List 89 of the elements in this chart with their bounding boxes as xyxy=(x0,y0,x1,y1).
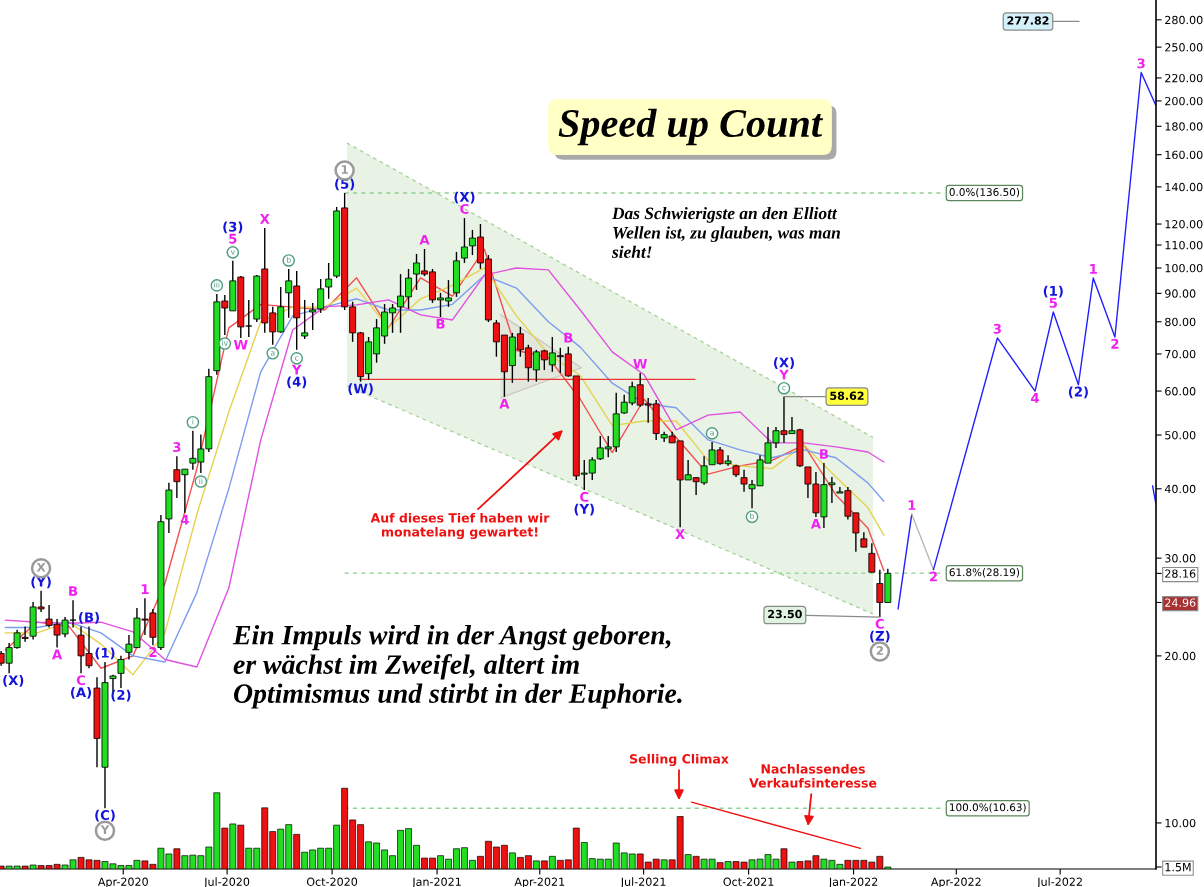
annotation: X xyxy=(259,214,270,224)
annotation: X xyxy=(675,529,685,539)
annotation: A xyxy=(499,398,510,409)
annotation: A xyxy=(52,649,63,660)
y-tick-label: 140.00 xyxy=(1165,182,1203,192)
text: Speed up Count xyxy=(558,108,824,146)
annotation: (2) xyxy=(1068,386,1088,399)
annotation: (W) xyxy=(348,383,373,396)
annotation: 1 xyxy=(908,500,916,510)
annotation: B xyxy=(69,586,78,596)
x-tick-label: Jul-2021 xyxy=(620,877,666,887)
annotation: A xyxy=(810,518,821,529)
annotation: (1) xyxy=(1043,285,1063,298)
annotation: (4) xyxy=(287,376,307,389)
annotation: B xyxy=(820,449,829,459)
annotation: (X) xyxy=(774,357,794,370)
annotation: Selling Climax xyxy=(630,753,729,767)
annotation: 1 xyxy=(1090,264,1097,274)
x-tick-label: Jul-2022 xyxy=(1036,877,1082,887)
y-tick-label: 80.00 xyxy=(1165,317,1196,327)
annotation: 2 xyxy=(1111,338,1119,349)
y-tick-label: 24.96 xyxy=(1165,598,1196,607)
annotation: 3 xyxy=(173,442,181,453)
annotation: (3) xyxy=(223,221,243,234)
annotation: 2 xyxy=(876,646,883,655)
annotation: (Y) xyxy=(574,503,594,516)
x-tick-label: Jan-2022 xyxy=(828,877,878,887)
y-tick-label: 20.00 xyxy=(1165,651,1196,661)
y-tick-label: 50.00 xyxy=(1165,431,1196,440)
annotation: Y xyxy=(779,369,789,380)
annotation: B xyxy=(564,332,573,343)
y-tick-label: 220.00 xyxy=(1165,73,1203,83)
y-tick-label: 280.00 xyxy=(1165,15,1203,25)
series-label: 61.8%(28.19) xyxy=(949,568,1020,578)
annotation: 2 xyxy=(929,571,937,582)
annotation: B xyxy=(436,319,445,329)
y-tick-label: 90.00 xyxy=(1165,289,1196,298)
annotation: W xyxy=(633,358,648,369)
annotation: Nachlassendes Verkaufsinteresse xyxy=(749,763,877,788)
y-tick-label: 180.00 xyxy=(1165,122,1203,131)
annotation: (Z) xyxy=(870,630,890,643)
x-tick-label: Jul-2020 xyxy=(203,877,250,887)
y-tick-label: 40.00 xyxy=(1164,484,1196,494)
x-tick-label: Oct-2021 xyxy=(723,877,774,886)
annotation: (X) xyxy=(3,674,24,687)
annotation: (C) xyxy=(95,809,115,822)
y-tick-label: 70.00 xyxy=(1165,349,1196,359)
annotation: Y xyxy=(100,825,110,834)
y-tick-label: 60.00 xyxy=(1165,387,1196,396)
y-tick-label: 120.00 xyxy=(1165,220,1203,229)
annotation: (A) xyxy=(71,686,92,699)
annotation: 1 xyxy=(141,584,149,594)
annotation: 58.62 xyxy=(830,391,864,400)
y-tick-label: 30.00 xyxy=(1165,554,1196,563)
annotation: 23.50 xyxy=(768,609,802,619)
annotation: C xyxy=(580,491,589,502)
annotation: Auf dieses Tief haben wir monatelang gewartet! xyxy=(370,512,550,540)
x-tick-label: Oct-2020 xyxy=(306,877,358,886)
y2-tick-label: 1.5M xyxy=(1165,863,1191,872)
annotation: C xyxy=(875,618,884,629)
annotation: (Y) xyxy=(31,576,51,589)
annotation: Das Schwierigste an den Elliott Wellen ist, zu glauben, was man sieht! xyxy=(611,207,840,259)
y-tick-label: 10.00 xyxy=(1165,818,1196,828)
annotation: C xyxy=(76,675,86,686)
annotation: (X) xyxy=(454,191,475,204)
annotation: Ein Impuls wird in der Angst geboren, er wächst im Zweifel, altert im Optimismus und stirbt in der Euphorie. xyxy=(232,625,682,709)
annotation: 4 xyxy=(1031,393,1040,403)
y-tick-label: 28.16 xyxy=(1165,569,1196,578)
y-tick-label: 100.00 xyxy=(1165,263,1203,273)
annotation: 1 xyxy=(341,165,348,174)
series-label: 100.0%(10.63) xyxy=(950,803,1026,813)
annotation: 5 xyxy=(1049,298,1057,308)
series-label: 0.0%(136.50) xyxy=(949,187,1020,198)
annotation: 5 xyxy=(229,233,237,244)
y-tick-label: 250.00 xyxy=(1165,43,1203,52)
annotation: C xyxy=(460,203,469,214)
annotation: W xyxy=(233,339,248,350)
annotation: (2) xyxy=(111,689,131,702)
y-tick-label: 160.00 xyxy=(1165,150,1203,160)
annotation: X xyxy=(36,562,46,572)
y-tick-label: 110.00 xyxy=(1165,240,1203,250)
y-tick-label: 200.00 xyxy=(1165,96,1203,106)
annotation: 277.82 xyxy=(1007,16,1049,25)
annotation: Y xyxy=(291,364,302,375)
annotation: 3 xyxy=(993,323,1001,334)
annotation: (B) xyxy=(79,612,99,624)
annotation: 3 xyxy=(1137,58,1145,69)
x-tick-label: Jan-2021 xyxy=(411,877,461,887)
annotation: A xyxy=(419,235,430,245)
